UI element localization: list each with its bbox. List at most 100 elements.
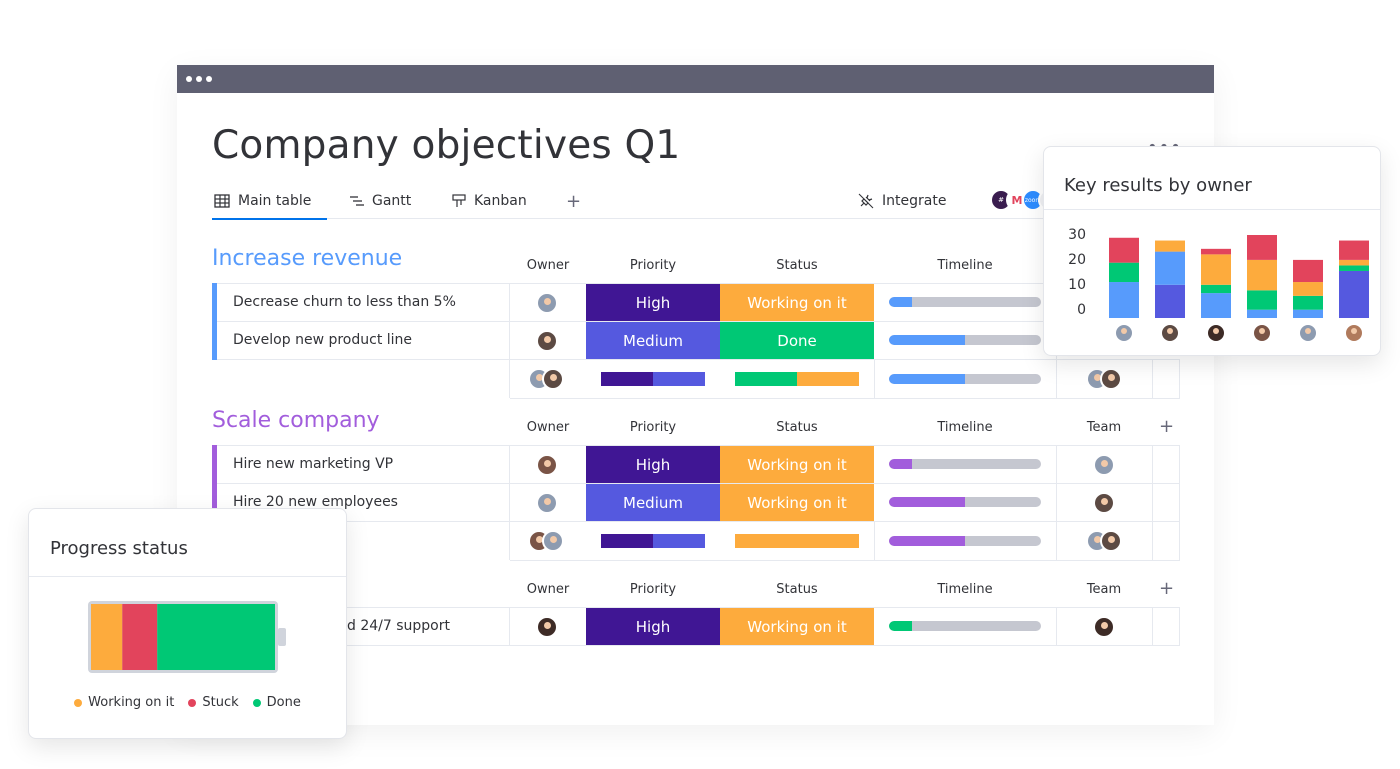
bar-segment[interactable] [1201, 284, 1231, 294]
bar-segment[interactable] [1109, 237, 1139, 263]
priority-summary-bar [601, 372, 705, 386]
battery-segment[interactable] [157, 604, 275, 670]
battery-segment[interactable] [91, 604, 123, 670]
tab-label: Kanban [474, 193, 527, 209]
legend-label: Done [266, 695, 301, 710]
bar-segment[interactable] [1339, 270, 1369, 318]
add-view-button[interactable]: + [566, 191, 582, 212]
avatar[interactable] [536, 616, 558, 638]
bar-segment[interactable] [1247, 290, 1277, 310]
avatar[interactable] [1093, 616, 1115, 638]
key-results-card[interactable]: Key results by owner 30 20 10 0 [1043, 146, 1381, 356]
window-dot-icon[interactable] [186, 76, 192, 82]
avatar[interactable] [536, 330, 558, 352]
status-cell[interactable]: Working on it [720, 284, 874, 321]
item-name[interactable]: Hire new marketing VP [233, 456, 394, 472]
column-header-owner[interactable]: Owner [526, 582, 570, 597]
item-name[interactable]: Hire 20 new employees [233, 494, 398, 510]
timeline-bar[interactable] [889, 335, 1041, 345]
column-header-timeline[interactable]: Timeline [937, 582, 993, 597]
column-header-timeline[interactable]: Timeline [937, 258, 993, 273]
bar-segment[interactable] [1201, 293, 1231, 318]
status-cell[interactable]: Done [720, 322, 874, 359]
avatar[interactable] [1093, 492, 1115, 514]
avatar[interactable] [1100, 530, 1122, 552]
bar-segment[interactable] [1155, 284, 1185, 318]
tab-gantt[interactable]: Gantt [350, 193, 411, 209]
bar-segment[interactable] [1339, 265, 1369, 271]
bar-segment[interactable] [1339, 259, 1369, 266]
y-tick-label: 10 [1068, 277, 1086, 293]
y-tick-label: 30 [1068, 227, 1086, 243]
timeline-bar[interactable] [889, 459, 1041, 469]
timeline-bar[interactable] [889, 621, 1041, 631]
priority-cell[interactable]: High [586, 608, 720, 645]
bar-segment[interactable] [1155, 240, 1185, 252]
avatar[interactable] [542, 530, 564, 552]
page-title: Company objectives Q1 [212, 123, 681, 168]
status-cell[interactable]: Working on it [720, 446, 874, 483]
status-cell[interactable]: Working on it [720, 608, 874, 645]
window-dot-icon[interactable] [206, 76, 212, 82]
timeline-bar[interactable] [889, 497, 1041, 507]
window-dot-icon[interactable] [196, 76, 202, 82]
item-name[interactable]: Decrease churn to less than 5% [233, 294, 456, 310]
priority-cell[interactable]: Medium [586, 322, 720, 359]
bar-segment[interactable] [1155, 251, 1185, 285]
bar-segment[interactable] [1109, 282, 1139, 318]
bar-segment[interactable] [1247, 259, 1277, 291]
column-header-status[interactable]: Status [776, 582, 818, 597]
avatar[interactable] [536, 454, 558, 476]
timeline-bar[interactable] [889, 297, 1041, 307]
status-cell[interactable]: Working on it [720, 484, 874, 521]
bar-segment[interactable] [1339, 240, 1369, 260]
integrate-button[interactable]: Integrate [858, 193, 946, 209]
avatar[interactable] [1100, 368, 1122, 390]
group-color-bar [212, 283, 217, 360]
avatar[interactable] [1093, 454, 1115, 476]
add-column-button[interactable]: + [1159, 578, 1175, 599]
group-title[interactable]: Scale company [212, 408, 380, 433]
column-header-priority[interactable]: Priority [629, 582, 677, 597]
group-title[interactable]: Increase revenue [212, 246, 403, 271]
owner-avatar-face [1167, 328, 1173, 334]
owner-avatar-face [1305, 328, 1311, 334]
column-header-owner[interactable]: Owner [526, 258, 570, 273]
tab-kanban[interactable]: Kanban [452, 193, 527, 209]
tab-main-table[interactable]: Main table [211, 193, 328, 220]
card-title: Progress status [50, 538, 188, 559]
column-header-status[interactable]: Status [776, 258, 818, 273]
item-name[interactable]: Develop new product line [233, 332, 413, 348]
table-row[interactable]: Decrease churn to less than 5% [212, 283, 510, 360]
avatar[interactable] [536, 492, 558, 514]
bar-segment[interactable] [1109, 262, 1139, 283]
column-header-priority[interactable]: Priority [629, 420, 677, 435]
column-header-team[interactable]: Team [1086, 582, 1122, 597]
column-header-team[interactable]: Team [1086, 420, 1122, 435]
bar-segment[interactable] [1247, 309, 1277, 318]
item-name[interactable]: d 24/7 support [347, 618, 450, 634]
progress-status-card[interactable]: Progress status Working on it Stuck Done [28, 508, 347, 739]
bar-segment[interactable] [1201, 248, 1231, 255]
battery-segment[interactable] [122, 604, 158, 670]
column-header-priority[interactable]: Priority [629, 258, 677, 273]
column-header-owner[interactable]: Owner [526, 420, 570, 435]
bar-segment[interactable] [1201, 254, 1231, 285]
bar-segment[interactable] [1293, 282, 1323, 296]
bar-segment[interactable] [1293, 295, 1323, 310]
priority-cell[interactable]: High [586, 284, 720, 321]
bar-segment[interactable] [1293, 259, 1323, 283]
column-header-timeline[interactable]: Timeline [937, 420, 993, 435]
bar-segment[interactable] [1293, 309, 1323, 318]
add-column-button[interactable]: + [1159, 416, 1175, 437]
avatar[interactable] [542, 368, 564, 390]
priority-cell[interactable]: High [586, 446, 720, 483]
avatar[interactable] [536, 292, 558, 314]
priority-cell[interactable]: Medium [586, 484, 720, 521]
table-row[interactable]: Develop new product line [212, 321, 510, 360]
table-row[interactable]: Hire 20 new employees [212, 483, 510, 522]
bar-segment[interactable] [1247, 235, 1277, 260]
table-row[interactable]: Hire new marketing VP [212, 445, 510, 522]
progress-legend: Working on it Stuck Done [29, 695, 346, 710]
column-header-status[interactable]: Status [776, 420, 818, 435]
